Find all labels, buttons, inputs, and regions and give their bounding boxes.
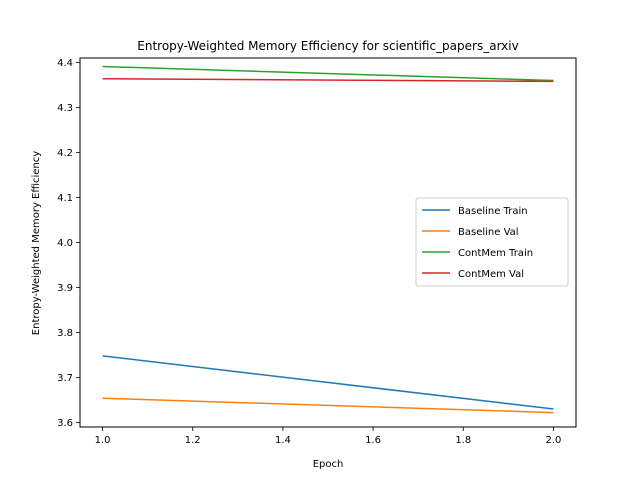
- x-tick-label: 1.0: [95, 435, 111, 446]
- x-tick-label: 2.0: [546, 435, 562, 446]
- y-tick-label: 3.8: [57, 328, 73, 339]
- y-axis: 3.6 3.7 3.8 3.9 4.0 4.1 4.2 4.3 4.4: [57, 58, 80, 429]
- y-tick-label: 4.1: [57, 193, 73, 204]
- y-tick-label: 3.9: [57, 283, 73, 294]
- legend-box: [415, 197, 569, 287]
- y-axis-label: Entropy-Weighted Memory Efficiency: [31, 151, 42, 335]
- y-tick-label: 4.4: [57, 58, 73, 69]
- legend-label: Baseline Val: [458, 227, 519, 238]
- y-tick-label: 4.3: [57, 103, 73, 114]
- legend-label: ContMem Val: [458, 269, 524, 280]
- x-tick-label: 1.8: [455, 435, 471, 446]
- series-line-baseline-train: [102, 355, 554, 410]
- x-axis-label: Epoch: [313, 459, 344, 470]
- y-tick-label: 4.2: [57, 148, 73, 159]
- chart-title: Entropy-Weighted Memory Efficiency for s…: [137, 39, 518, 53]
- series-line-contmem-train: [102, 65, 554, 82]
- series-line-baseline-val: [102, 397, 554, 414]
- series-line-contmem-val: [102, 77, 554, 83]
- x-tick-label: 1.2: [185, 435, 201, 446]
- legend-label: ContMem Train: [458, 248, 533, 259]
- legend: Baseline Train Baseline Val ContMem Train C…: [415, 197, 569, 287]
- plot-lines: [102, 65, 554, 414]
- y-tick-label: 3.7: [57, 373, 73, 384]
- x-axis: 1.0 1.2 1.4 1.6 1.8 2.0: [95, 427, 562, 446]
- x-tick-label: 1.6: [365, 435, 381, 446]
- legend-label: Baseline Train: [458, 206, 528, 217]
- y-tick-label: 4.0: [57, 238, 73, 249]
- x-tick-label: 1.4: [275, 435, 291, 446]
- y-tick-label: 3.6: [57, 418, 73, 429]
